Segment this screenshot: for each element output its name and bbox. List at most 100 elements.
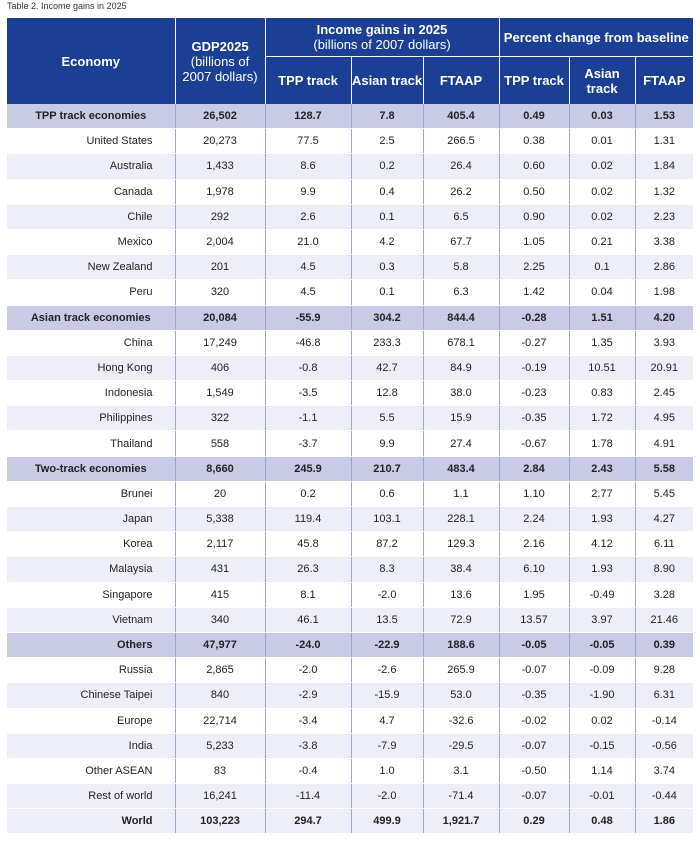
value-cell-p-asian: 0.02 (569, 153, 636, 180)
value-cell-p-tpp: -0.27 (499, 330, 570, 356)
value-cell-p-ftaap: -0.14 (635, 708, 694, 734)
value-cell-i-tpp: 45.8 (265, 531, 352, 558)
value-cell-p-ftaap: 1.98 (635, 279, 694, 306)
value-cell-p-ftaap: 0.39 (635, 632, 694, 659)
table-row: Chile 292 2.6 0.1 6.5 0.90 0.02 2.23 (7, 204, 694, 230)
table-row: Mexico 2,004 21.0 4.2 67.7 1.05 0.21 3.38 (7, 229, 694, 256)
value-cell-p-asian: 2.77 (569, 481, 636, 508)
value-cell-p-asian: 1.93 (569, 556, 636, 583)
value-cell-p-tpp: -0.05 (499, 632, 570, 659)
value-cell-i-asian: -2.6 (351, 657, 424, 684)
value-cell-p-ftaap: 1.31 (635, 128, 694, 155)
value-cell-i-tpp: 4.5 (265, 254, 352, 281)
value-cell-p-tpp: 0.50 (499, 179, 570, 205)
value-cell-i-ftaap: 53.0 (423, 682, 500, 709)
value-cell-i-ftaap: 265.9 (423, 657, 500, 684)
economy-cell: Singapore (7, 582, 176, 608)
value-cell-p-tpp: 13.57 (499, 607, 570, 633)
economy-cell: Korea (7, 531, 176, 558)
value-cell-i-ftaap: 483.4 (423, 456, 500, 482)
value-cell-i-ftaap: 67.7 (423, 229, 500, 256)
value-cell-p-ftaap: 4.95 (635, 405, 694, 432)
value-cell-i-ftaap: 129.3 (423, 531, 500, 558)
value-cell-gdp: 1,433 (175, 153, 266, 180)
value-cell-gdp: 16,241 (175, 783, 266, 810)
value-cell-p-tpp: -0.07 (499, 733, 570, 759)
value-cell-p-asian: -1.90 (569, 682, 636, 709)
economy-cell: Canada (7, 179, 176, 205)
header-income-tpp: TPP track (265, 56, 352, 104)
table-row: United States 20,273 77.5 2.5 266.5 0.38 0.01 1… (7, 128, 694, 155)
value-cell-p-tpp: 0.38 (499, 128, 570, 155)
value-cell-i-ftaap: 405.4 (423, 104, 500, 130)
value-cell-i-asian: 9.9 (351, 430, 424, 457)
value-cell-p-ftaap: 2.86 (635, 254, 694, 281)
value-cell-i-ftaap: 27.4 (423, 430, 500, 457)
value-cell-p-asian: 1.51 (569, 305, 636, 331)
value-cell-p-asian: 2.43 (569, 456, 636, 482)
value-cell-p-tpp: -0.67 (499, 430, 570, 457)
value-cell-i-ftaap: 26.4 (423, 153, 500, 180)
value-cell-i-asian: 103.1 (351, 506, 424, 533)
header-income-gains: Income gains in 2025 (billions of 2007 d… (265, 18, 500, 57)
value-cell-p-asian: 0.02 (569, 179, 636, 205)
economy-cell: Malaysia (7, 556, 176, 583)
header-income-asian: Asian track (351, 56, 424, 104)
value-cell-p-tpp: 0.90 (499, 204, 570, 230)
value-cell-i-tpp: 8.6 (265, 153, 352, 180)
value-cell-p-asian: 1.14 (569, 758, 636, 785)
value-cell-gdp: 5,338 (175, 506, 266, 533)
value-cell-i-asian: 42.7 (351, 355, 424, 382)
value-cell-i-asian: -7.9 (351, 733, 424, 759)
value-cell-i-tpp: -2.9 (265, 682, 352, 709)
value-cell-p-ftaap: 6.11 (635, 531, 694, 558)
value-cell-gdp: 20 (175, 481, 266, 508)
value-cell-p-tpp: 0.49 (499, 104, 570, 130)
value-cell-p-tpp: 2.16 (499, 531, 570, 558)
value-cell-i-asian: -15.9 (351, 682, 424, 709)
header-percent-asian: Asian track (569, 56, 636, 104)
value-cell-p-asian: 0.1 (569, 254, 636, 281)
value-cell-i-asian: 0.1 (351, 204, 424, 230)
value-cell-i-asian: 0.3 (351, 254, 424, 281)
value-cell-i-asian: 7.8 (351, 104, 424, 130)
table-row: Peru 320 4.5 0.1 6.3 1.42 0.04 1.98 (7, 279, 694, 306)
value-cell-i-tpp: 46.1 (265, 607, 352, 633)
value-cell-p-tpp: -0.19 (499, 355, 570, 382)
value-cell-i-tpp: -55.9 (265, 305, 352, 331)
value-cell-i-ftaap: 6.3 (423, 279, 500, 306)
header-gdp-sub: (billions of 2007 dollars) (182, 53, 258, 84)
value-cell-gdp: 2,865 (175, 657, 266, 684)
value-cell-p-ftaap: 21.46 (635, 607, 694, 633)
value-cell-i-asian: 304.2 (351, 305, 424, 331)
economy-cell: World (7, 808, 176, 835)
table-row: Japan 5,338 119.4 103.1 228.1 2.24 1.93 4.27 (7, 506, 694, 533)
value-cell-p-ftaap: 1.32 (635, 179, 694, 205)
economy-cell: Rest of world (7, 783, 176, 810)
value-cell-p-tpp: 2.25 (499, 254, 570, 281)
header-percent-tpp: TPP track (499, 56, 570, 104)
value-cell-gdp: 1,549 (175, 380, 266, 407)
economy-cell: Other ASEAN (7, 758, 176, 785)
value-cell-i-tpp: 26.3 (265, 556, 352, 583)
value-cell-gdp: 2,004 (175, 229, 266, 256)
value-cell-i-tpp: 8.1 (265, 582, 352, 608)
economy-cell: Philippines (7, 405, 176, 432)
table-group-row: Others 47,977 -24.0 -22.9 188.6 -0.05 -0.05 0.3… (7, 632, 694, 659)
value-cell-p-asian: 4.12 (569, 531, 636, 558)
value-cell-i-ftaap: 84.9 (423, 355, 500, 382)
economy-cell: India (7, 733, 176, 759)
value-cell-gdp: 322 (175, 405, 266, 432)
economy-cell: Asian track economies (7, 305, 176, 331)
economy-cell: Chile (7, 204, 176, 230)
value-cell-i-ftaap: -32.6 (423, 708, 500, 734)
value-cell-gdp: 340 (175, 607, 266, 633)
value-cell-p-tpp: 1.05 (499, 229, 570, 256)
value-cell-i-tpp: -0.8 (265, 355, 352, 382)
value-cell-gdp: 26,502 (175, 104, 266, 130)
value-cell-i-asian: 8.3 (351, 556, 424, 583)
value-cell-p-ftaap: 4.91 (635, 430, 694, 457)
value-cell-i-asian: 5.5 (351, 405, 424, 432)
value-cell-i-ftaap: 5.8 (423, 254, 500, 281)
value-cell-i-asian: 499.9 (351, 808, 424, 835)
